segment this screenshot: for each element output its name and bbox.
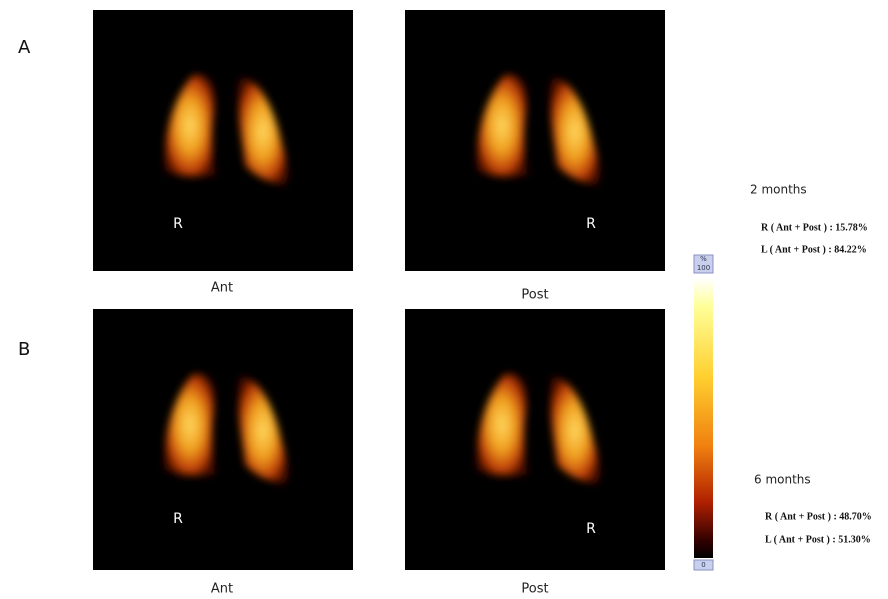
side-marker: R — [586, 521, 596, 537]
colorbar-unit: % — [700, 255, 707, 263]
content: A R Ant R Post 2 months R ( Ant + Post ) : 15.… — [18, 10, 872, 597]
result: R ( Ant + Post ) : 48.70% — [765, 511, 872, 522]
panel-label: A — [18, 37, 31, 58]
scan-image — [405, 309, 665, 570]
result: R ( Ant + Post ) : 15.78% — [761, 222, 868, 233]
scan-image — [405, 10, 665, 271]
image-caption: Post — [521, 582, 548, 597]
colorbar-bottom-box — [693, 559, 714, 571]
image-caption: Post — [521, 288, 548, 303]
scan-image — [93, 10, 353, 271]
side-marker: R — [173, 216, 183, 232]
scan-image — [93, 309, 353, 570]
colorbar-top-box — [693, 254, 714, 274]
timepoint: 6 months — [754, 473, 811, 487]
colorbar — [694, 278, 713, 558]
side-marker: R — [586, 216, 596, 232]
image-caption: Ant — [211, 281, 233, 296]
side-marker: R — [173, 511, 183, 527]
colorbar-min: 0 — [701, 561, 705, 569]
timepoint: 2 months — [750, 183, 807, 197]
panel-label: B — [18, 339, 30, 360]
result: L ( Ant + Post ) : 84.22% — [761, 244, 867, 255]
image-caption: Ant — [211, 582, 233, 597]
colorbar-max: 100 — [697, 264, 710, 272]
result: L ( Ant + Post ) : 51.30% — [765, 534, 871, 545]
